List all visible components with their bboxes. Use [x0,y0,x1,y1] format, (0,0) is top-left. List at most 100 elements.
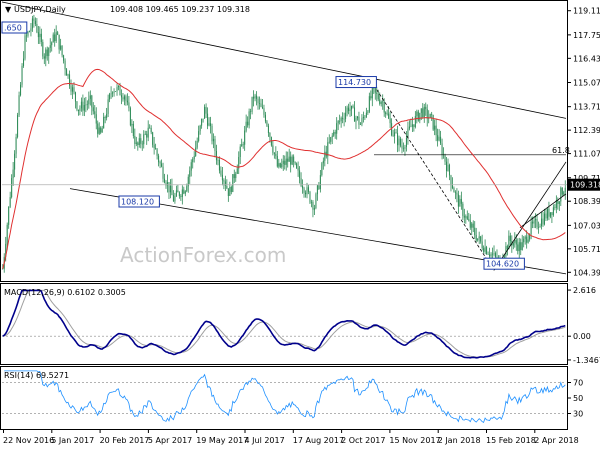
candle-body [431,113,433,115]
candle-body [535,219,537,221]
candle-body [82,101,84,111]
candle-body [530,221,532,235]
candle-body [493,253,495,255]
candle-body [134,135,136,144]
candle-body [434,125,436,130]
moving-average-path [2,68,566,269]
candle-body [180,196,182,197]
candle-body [382,101,384,103]
rsi-line [4,370,566,423]
candle-body [279,163,281,168]
candle-body [417,111,419,121]
candle-body [153,144,155,149]
candle-body [492,253,494,255]
candle-body [408,126,410,129]
candle-body [199,125,201,132]
candle-body [548,208,550,217]
price-panel: 114.730 108.120 104.620 .650 61.8 119.110 117… [0,0,600,282]
candle-body [244,130,246,145]
candle-body [385,112,387,115]
candle-body [245,121,247,131]
candle-body [217,159,219,161]
candle-body [5,243,7,257]
candle-body [161,163,163,167]
price-tick-label: 104.390 [573,268,600,277]
price-tick-label: 105.710 [573,245,600,254]
candle-body [312,201,314,210]
candle-body [322,160,324,164]
candle-body [20,84,22,96]
candle-body [521,242,523,250]
candle-body [233,174,235,179]
candle-body [162,166,164,179]
candle-body [49,45,51,48]
candle-body [480,236,482,242]
candle-body [524,236,526,239]
price-panel-frame [0,0,568,282]
candle-body [478,236,480,239]
candle-body [460,198,462,204]
candle-body [117,85,120,88]
candle-body [69,74,71,86]
price-tick-label: 111.070 [573,150,600,159]
candle-body [444,154,446,162]
candle-body [63,55,65,61]
candle-body [94,111,96,115]
rsi-tick-label: 50 [573,394,583,403]
candle-body [95,114,97,124]
candle-body [402,148,404,150]
candle-body [30,28,32,32]
price-tick-label: 119.110 [573,7,600,16]
candle-body [272,145,274,153]
candle-body [147,127,149,138]
candle-body [391,123,393,136]
candle-body [324,151,326,161]
candle-body [462,203,464,216]
candle-body [370,96,372,99]
candle-body [137,142,139,146]
candle-body [448,164,451,176]
moving-average-line [2,68,566,269]
candle-body [394,132,396,136]
candle-body [389,118,391,124]
candle-body [546,208,548,219]
candle-body [542,218,544,225]
candle-body [435,125,437,136]
candle-body [554,207,556,208]
candle-body [232,174,234,192]
candle-body [506,246,508,250]
candle-body [318,185,320,190]
candle-body [465,216,467,218]
candle-body [54,34,56,42]
candle-body [395,132,397,134]
candle-body [135,142,137,144]
candle-body [310,201,312,203]
price-tick-label: 109.710 [573,174,600,183]
candle-body [388,113,390,119]
candle-body [215,151,217,161]
candle-body [490,253,492,257]
title-arrow-icon: ▼ [5,5,12,14]
candle-body [79,108,81,111]
candle-body [125,96,127,101]
candle-body [306,187,308,195]
candle-body [21,65,23,85]
candle-body [116,87,118,92]
ohlc-values: 109.408 109.465 109.237 109.318 [110,5,250,14]
candle-body [303,188,305,193]
candle-body [242,144,244,145]
x-tick-label: 2 Jan 2018 [438,436,481,445]
candle-body [77,109,79,111]
candle-body [126,100,128,103]
x-tick-label: 20 Feb 2017 [100,436,150,445]
candle-body [288,156,290,162]
candle-body [383,101,385,113]
candle-body [481,241,483,249]
rsi-tick-label: 70 [573,379,583,388]
candle-body [333,132,335,136]
price-tick-label: 112.390 [573,126,600,135]
candle-body [112,92,114,94]
candle-body [248,111,250,126]
candle-body [471,223,473,228]
